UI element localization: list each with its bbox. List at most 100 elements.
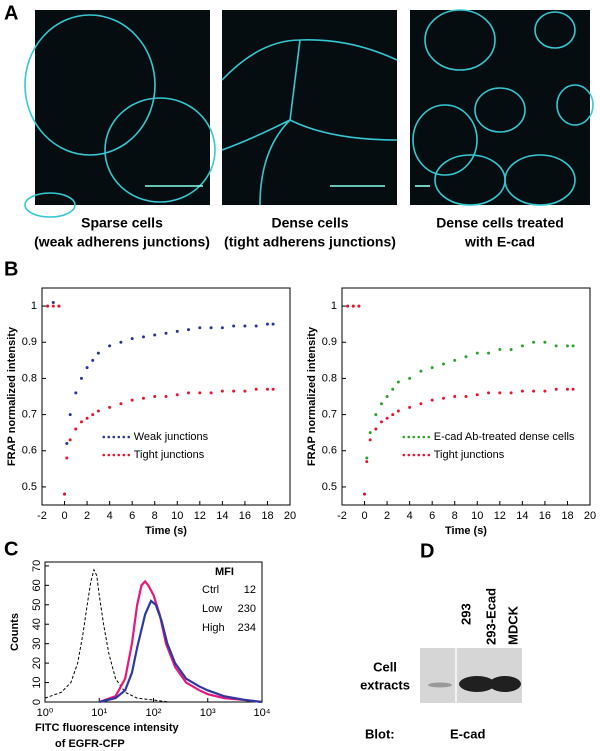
- x-tick-label: 6: [429, 510, 435, 522]
- caption: Sparse cells: [81, 215, 163, 231]
- legend-marker: [122, 453, 126, 457]
- data-point: [198, 391, 202, 395]
- data-point: [357, 304, 361, 308]
- y-tick-label: 0.5: [322, 481, 337, 493]
- data-point: [441, 396, 445, 400]
- legend-marker: [417, 453, 421, 457]
- data-point: [379, 402, 383, 406]
- y-tick-label: 1: [331, 300, 337, 312]
- legend-marker: [127, 453, 131, 457]
- data-point: [543, 389, 547, 393]
- caption: Dense cells: [271, 215, 348, 231]
- y-tick-label: 0.6: [22, 445, 37, 457]
- data-point: [220, 389, 224, 393]
- caption: (weak adherens junctions): [34, 234, 210, 250]
- x-tick-label: 4: [407, 510, 413, 522]
- x-axis-label: Time (s): [445, 525, 487, 537]
- x-tick-label: 6: [129, 510, 135, 522]
- caption: with E-cad: [464, 234, 535, 250]
- micrograph: [410, 9, 594, 206]
- data-point: [51, 304, 55, 308]
- legend-label: Low: [202, 603, 222, 615]
- x-tick-label: 10⁴: [254, 707, 271, 719]
- data-point: [351, 304, 355, 308]
- x-tick-label: 8: [152, 510, 158, 522]
- y-tick-label: 0.8: [322, 372, 337, 384]
- x-tick-label: 12: [494, 510, 506, 522]
- data-point: [254, 324, 258, 328]
- y-axis-label: FRAP normalized intensity: [306, 326, 318, 466]
- data-point: [487, 351, 491, 355]
- data-point: [408, 405, 412, 409]
- data-point: [57, 304, 61, 308]
- x-tick-label: 20: [584, 510, 596, 522]
- x-axis-label: of EGFR-CFP: [55, 738, 125, 750]
- y-tick-label: 0.9: [22, 336, 37, 348]
- legend-marker: [122, 435, 126, 439]
- micrograph: [221, 10, 398, 206]
- legend-title: MFI: [215, 566, 234, 578]
- y-tick-label: 0.7: [22, 408, 37, 420]
- x-tick-label: 4: [107, 510, 113, 522]
- legend-marker: [407, 453, 411, 457]
- data-point: [265, 322, 269, 326]
- x-tick-label: -2: [37, 510, 47, 522]
- row-label: extracts: [360, 677, 410, 692]
- data-point: [271, 387, 275, 391]
- x-tick-label: 10⁰: [37, 707, 54, 719]
- data-point: [430, 398, 434, 402]
- legend-marker: [412, 435, 416, 439]
- data-point: [164, 395, 168, 398]
- data-point: [365, 460, 369, 464]
- data-point: [187, 391, 191, 395]
- blot-target: E-cad: [450, 726, 485, 741]
- y-axis-label: FRAP normalized intensity: [6, 326, 18, 466]
- data-point: [571, 344, 575, 348]
- caption: (tight adherens junctions): [224, 234, 396, 250]
- y-tick-label: 70: [31, 560, 43, 572]
- x-tick-label: 16: [539, 510, 551, 522]
- data-point: [396, 409, 400, 413]
- data-point: [475, 393, 479, 397]
- legend-label: Tight junctions: [134, 449, 205, 461]
- x-tick-label: 18: [261, 510, 273, 522]
- legend-label: Weak junctions: [134, 431, 209, 443]
- legend-marker: [402, 453, 406, 457]
- data-point: [209, 326, 213, 330]
- data-point: [65, 442, 69, 446]
- data-point: [532, 389, 536, 393]
- legend-marker: [127, 435, 131, 439]
- legend-marker: [422, 435, 426, 439]
- y-tick-label: 0.8: [22, 372, 37, 384]
- x-tick-label: 8: [452, 510, 458, 522]
- histogram-line: [98, 579, 263, 704]
- data-point: [487, 391, 491, 395]
- data-point: [46, 304, 50, 308]
- data-point: [374, 413, 378, 417]
- micrograph: [24, 10, 216, 218]
- data-point: [441, 362, 445, 366]
- legend-marker: [117, 435, 121, 439]
- data-point: [254, 387, 258, 391]
- histogram-line: [98, 599, 263, 704]
- data-point: [209, 391, 213, 395]
- y-axis-label: Counts: [9, 613, 21, 651]
- plot-frame: [41, 287, 291, 506]
- data-point: [164, 331, 168, 335]
- x-tick-label: 14: [516, 510, 528, 522]
- data-point: [532, 340, 536, 344]
- data-point: [520, 389, 524, 393]
- data-point: [65, 456, 69, 460]
- plot-frame: [341, 287, 591, 506]
- data-point: [385, 395, 389, 398]
- data-point: [430, 366, 434, 370]
- x-tick-label: 10¹: [91, 707, 107, 719]
- data-point: [346, 304, 350, 308]
- y-tick-label: 0.6: [322, 445, 337, 457]
- data-point: [571, 387, 575, 391]
- x-tick-label: 16: [239, 510, 251, 522]
- y-tick-label: 1: [31, 300, 37, 312]
- data-point: [232, 389, 236, 393]
- x-tick-label: 12: [194, 510, 206, 522]
